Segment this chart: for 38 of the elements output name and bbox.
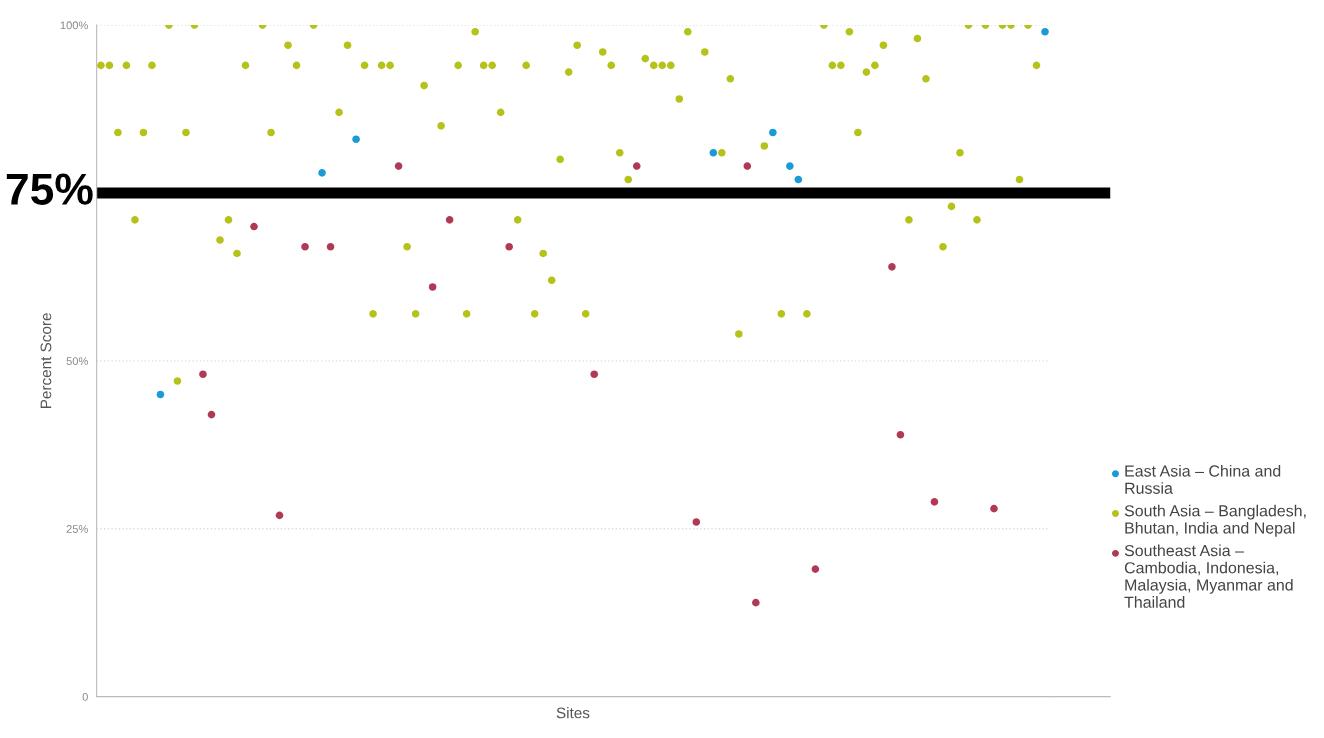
point bbox=[394, 162, 403, 170]
point bbox=[250, 222, 258, 231]
y-axis-title: Percent Score bbox=[40, 313, 52, 409]
point bbox=[1041, 28, 1049, 36]
point bbox=[199, 370, 207, 379]
point bbox=[752, 598, 760, 607]
point bbox=[428, 283, 437, 291]
y-tick-label: 100% bbox=[60, 21, 88, 30]
point bbox=[301, 242, 309, 251]
point bbox=[888, 263, 896, 271]
point bbox=[318, 169, 326, 177]
point bbox=[445, 216, 454, 224]
point bbox=[743, 162, 752, 170]
point bbox=[811, 565, 820, 573]
point bbox=[930, 498, 939, 506]
point bbox=[794, 175, 803, 184]
point bbox=[692, 518, 701, 526]
y-tick-label: 0 bbox=[82, 692, 88, 701]
y-tick-label: 50% bbox=[66, 357, 88, 366]
point bbox=[326, 242, 335, 251]
ref-line-label: 75% bbox=[6, 173, 93, 205]
point bbox=[786, 162, 794, 170]
point bbox=[275, 511, 284, 520]
y-tick-label: 25% bbox=[66, 525, 88, 533]
legend-label: South Asia – Bangladesh, Bhutan, India and Nepal bbox=[1124, 504, 1306, 537]
point bbox=[632, 162, 641, 170]
x-axis-title: Sites bbox=[556, 707, 590, 719]
point bbox=[769, 128, 777, 137]
point bbox=[352, 135, 360, 144]
legend-label: East Asia – China and Russia bbox=[1125, 464, 1281, 494]
point bbox=[590, 370, 599, 379]
point bbox=[990, 504, 998, 513]
point bbox=[505, 242, 513, 251]
point bbox=[156, 390, 165, 399]
point bbox=[207, 410, 216, 419]
point bbox=[896, 430, 905, 439]
legend-label: Southeast Asia – Cambodia, Indonesia, Malaysia, Myanmar and Thailand bbox=[1124, 544, 1293, 608]
point bbox=[709, 148, 718, 157]
